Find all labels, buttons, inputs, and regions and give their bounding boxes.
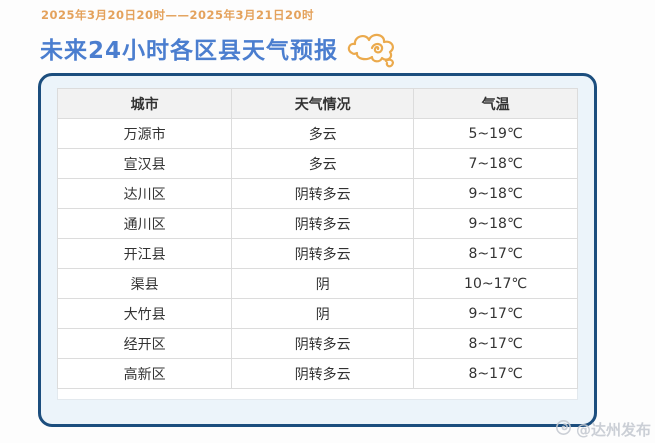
city-cell: 通川区 [56,208,233,239]
city-cell: 渠县 [56,268,233,299]
weather-cell: 阴转多云 [231,178,415,209]
column-header-temperature: 气温 [413,88,578,119]
temperature-cell: 9~18℃ [413,208,578,239]
weather-cell: 阴转多云 [231,238,415,269]
table-row: 万源市 多云 5~19℃ [56,118,578,149]
city-cell: 万源市 [56,118,233,149]
temperature-cell: 9~18℃ [413,178,578,209]
city-cell: 大竹县 [56,298,233,329]
table-row: 高新区 阴转多云 8~17℃ [56,358,578,389]
title-row: 未来24小时各区县天气预报 [40,24,398,72]
auspicious-cloud-icon [346,28,398,72]
page-title: 未来24小时各区县天气预报 [40,38,339,64]
forecast-table-wrapper: 城市 天气情况 气温 万源市 多云 5~19℃ 宣汉县 多云 7~18℃ [56,88,578,400]
watermark: @达州发布 [555,419,651,440]
weibo-swirl-icon [555,419,572,440]
weather-cell: 多云 [231,148,415,179]
table-row: 通川区 阴转多云 9~18℃ [56,208,578,239]
city-cell: 达川区 [56,178,233,209]
watermark-text: @达州发布 [575,421,651,439]
table-row: 渠县 阴 10~17℃ [56,268,578,299]
weather-cell: 阴转多云 [231,328,415,359]
weather-cell: 多云 [231,118,415,149]
forecast-panel: 城市 天气情况 气温 万源市 多云 5~19℃ 宣汉县 多云 7~18℃ [38,73,597,427]
table-row: 大竹县 阴 9~17℃ [56,298,578,329]
forecast-date-range: 2025年3月20日20时——2025年3月21日20时 [41,8,315,22]
temperature-cell: 10~17℃ [413,268,578,299]
column-header-weather: 天气情况 [231,88,415,119]
city-cell: 宣汉县 [56,148,233,179]
city-cell: 开江县 [56,238,233,269]
table-row: 经开区 阴转多云 8~17℃ [56,328,578,359]
table-row: 开江县 阴转多云 8~17℃ [56,238,578,269]
temperature-cell: 7~18℃ [413,148,578,179]
column-header-city: 城市 [56,88,233,119]
table-row: 宣汉县 多云 7~18℃ [56,148,578,179]
city-cell: 经开区 [56,328,233,359]
table-row: 达川区 阴转多云 9~18℃ [56,178,578,209]
city-cell: 高新区 [56,358,233,389]
table-header-row: 城市 天气情况 气温 [56,88,578,119]
weather-cell: 阴转多云 [231,208,415,239]
temperature-cell: 8~17℃ [413,238,578,269]
temperature-cell: 5~19℃ [413,118,578,149]
forecast-table: 城市 天气情况 气温 万源市 多云 5~19℃ 宣汉县 多云 7~18℃ [56,88,578,389]
temperature-cell: 8~17℃ [413,328,578,359]
temperature-cell: 8~17℃ [413,358,578,389]
weather-cell: 阴转多云 [231,358,415,389]
weather-cell: 阴 [231,268,415,299]
temperature-cell: 9~17℃ [413,298,578,329]
weather-cell: 阴 [231,298,415,329]
table-bottom-spacer [57,389,578,400]
